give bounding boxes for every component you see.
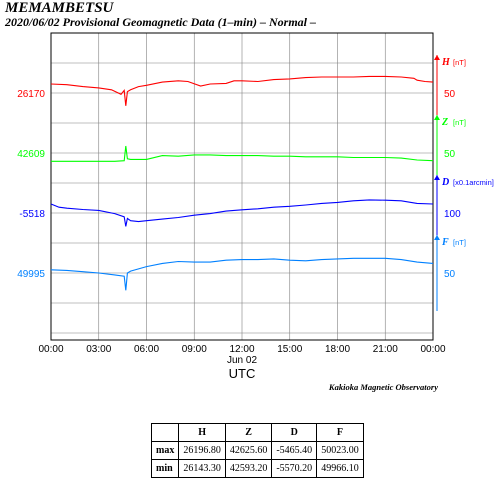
x-tick-label: 18:00: [325, 344, 350, 355]
x-tick-label: 00:00: [38, 344, 63, 355]
stats-cell: 42593.20: [224, 459, 273, 478]
plot-frame: [50, 32, 434, 341]
stats-row-label: max: [150, 441, 180, 460]
series-line-h: [50, 75, 434, 106]
base-label-z: 42609: [17, 149, 45, 160]
magnetogram-chart: 00:00 03:00 06:00 09:00 12:00 15:00 18:00 21:00…: [17, 32, 494, 381]
stats-header-d: D: [271, 423, 318, 442]
series-unit-h: [nT]: [453, 58, 466, 67]
stats-cell: 26143.30: [178, 459, 226, 478]
series-scale-z: 50: [444, 149, 456, 160]
stats-corner-cell: [150, 423, 180, 442]
stats-header-z: Z: [224, 423, 273, 442]
series-name-z: Z: [441, 117, 448, 128]
x-tick-label: 09:00: [182, 344, 207, 355]
x-axis-label: UTC: [229, 366, 256, 381]
series-unit-z: [nT]: [453, 118, 466, 127]
series-scale-d: 100: [444, 209, 461, 220]
series-scale-h: 50: [444, 89, 456, 100]
x-tick-label: 06:00: [134, 344, 159, 355]
stats-cell: -5465.40: [271, 441, 318, 460]
series-unit-f: [nT]: [453, 238, 466, 247]
stats-cell: -5570.20: [271, 459, 318, 478]
stats-row-min: min 26143.30 42593.20 -5570.20 49966.10: [150, 459, 364, 478]
stats-row-max: max 26196.80 42625.60 -5465.40 50023.00: [150, 441, 364, 460]
stats-row-label: min: [150, 459, 180, 478]
x-tick-label: 12:00: [229, 344, 254, 355]
base-label-f: 49995: [17, 269, 45, 280]
x-tick-label: 15:00: [277, 344, 302, 355]
x-tick-label: 03:00: [86, 344, 111, 355]
series-name-f: F: [441, 237, 449, 248]
series-name-h: H: [441, 57, 451, 68]
stats-header-f: F: [316, 423, 364, 442]
stats-cell: 42625.60: [224, 441, 273, 460]
series-line-f: [50, 257, 434, 291]
base-label-d: -5518: [19, 209, 45, 220]
stats-cell: 26196.80: [178, 441, 226, 460]
observatory-credit: Kakioka Magnetic Observatory: [328, 382, 438, 392]
series-line-d: [50, 199, 434, 227]
series-line-z: [51, 145, 434, 162]
stats-cell: 49966.10: [316, 459, 364, 478]
stats-table: H Z D F max 26196.80 42625.60 -5465.40 5…: [150, 423, 364, 478]
series-scale-f: 50: [444, 269, 456, 280]
stats-header-h: H: [178, 423, 226, 442]
x-tick-label: 21:00: [373, 344, 398, 355]
chart-subtitle: 2020/06/02 Provisional Geomagnetic Data …: [5, 15, 316, 29]
station-name: MEMAMBETSU: [5, 0, 114, 16]
scale-arrow-h: [434, 55, 440, 60]
scale-arrow-f: [434, 235, 440, 240]
base-label-h: 26170: [17, 89, 45, 100]
stats-cell: 50023.00: [316, 441, 364, 460]
series-name-d: D: [441, 177, 449, 188]
scale-arrow-z: [434, 115, 440, 120]
x-tick-label: 00:00: [420, 344, 445, 355]
date-label: Jun 02: [227, 355, 257, 366]
series-unit-d: [x0.1arcmin]: [453, 178, 494, 187]
stats-header-row: H Z D F: [150, 423, 364, 442]
scale-arrow-d: [434, 175, 440, 180]
